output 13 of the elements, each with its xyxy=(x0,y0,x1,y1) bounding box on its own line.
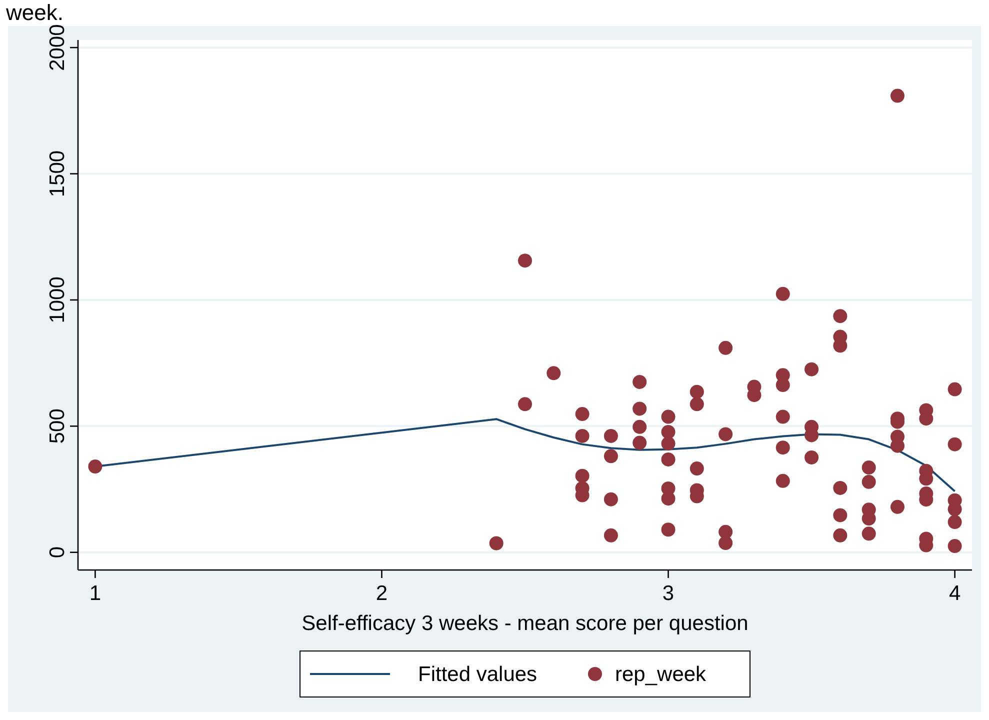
y-tick-label: 1000 xyxy=(46,276,69,324)
chart-title: week. xyxy=(5,0,64,25)
legend-label: Fitted values xyxy=(418,663,538,686)
y-tick-label: 500 xyxy=(46,408,69,444)
legend-label: rep_week xyxy=(615,663,707,686)
y-tick-label: 0 xyxy=(46,546,69,558)
y-tick-label: 1500 xyxy=(46,150,69,198)
x-tick-label: 3 xyxy=(662,582,674,605)
x-tick-label: 2 xyxy=(376,582,388,605)
x-tick-label: 4 xyxy=(948,582,961,605)
y-tick-label: 2000 xyxy=(46,24,69,71)
x-axis-title: Self-efficacy 3 weeks - mean score per question xyxy=(302,612,748,635)
x-tick-label: 1 xyxy=(89,582,102,605)
